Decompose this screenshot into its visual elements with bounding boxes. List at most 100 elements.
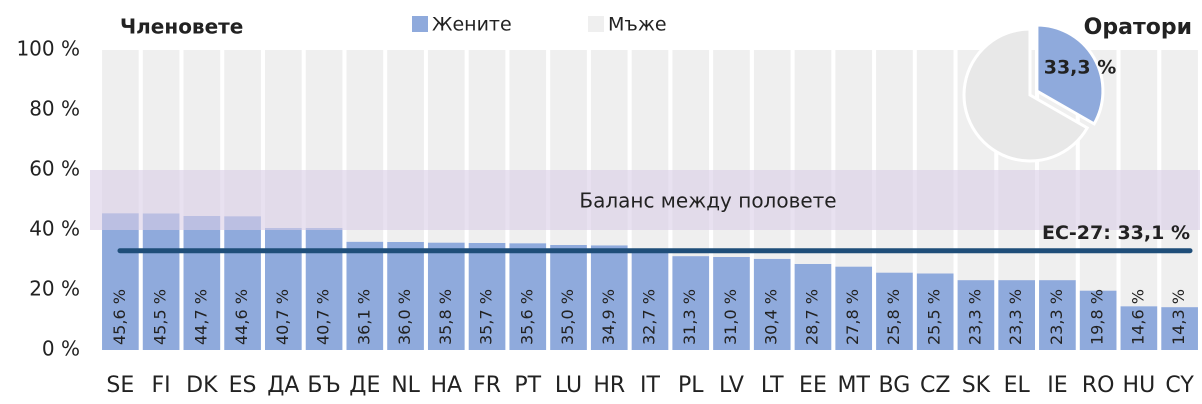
value-label: 19,8 % xyxy=(1088,289,1107,345)
y-tick-label: 20 % xyxy=(29,277,80,301)
bar xyxy=(142,213,180,350)
value-label: 28,7 % xyxy=(802,289,821,345)
bar xyxy=(957,280,995,350)
x-tick-label: PT xyxy=(514,373,541,398)
bar xyxy=(1120,306,1158,350)
value-label: 36,0 % xyxy=(395,289,414,345)
pie-title: Оратори xyxy=(1084,15,1192,40)
x-tick-label: SK xyxy=(962,373,991,398)
value-label: 36,1 % xyxy=(354,289,373,345)
pie-slice xyxy=(962,27,1090,163)
legend-swatch xyxy=(588,16,604,32)
x-tick-label: CY xyxy=(1165,373,1194,398)
value-label: 25,8 % xyxy=(884,289,903,345)
value-label: 23,3 % xyxy=(1006,289,1025,345)
bar xyxy=(876,272,913,350)
value-label: 45,6 % xyxy=(110,289,129,345)
bar xyxy=(387,242,424,350)
value-label: 44,7 % xyxy=(191,289,210,345)
x-tick-label: БЪ xyxy=(307,373,340,398)
y-tick-label: 100 % xyxy=(16,37,80,61)
x-tick-label: IT xyxy=(640,373,660,398)
bar xyxy=(468,242,506,350)
x-tick-label: DK xyxy=(186,373,218,398)
bar xyxy=(916,273,954,350)
x-tick-label: NL xyxy=(391,373,420,398)
bar xyxy=(183,215,221,350)
bar xyxy=(550,245,587,350)
bar xyxy=(102,213,139,350)
value-label: 35,6 % xyxy=(517,289,536,345)
y-tick-label: 60 % xyxy=(29,157,80,181)
value-label: 35,7 % xyxy=(477,289,496,345)
y-tick-label: 0 % xyxy=(42,337,80,361)
pie-value-label: 33,3 % xyxy=(1044,57,1117,79)
value-label: 31,3 % xyxy=(680,289,699,345)
value-label: 30,4 % xyxy=(762,289,781,345)
bar xyxy=(835,50,873,267)
y-tick-label: 80 % xyxy=(29,97,80,121)
chart-title: Членовете xyxy=(120,15,243,39)
bar xyxy=(1079,290,1117,350)
value-label: 40,7 % xyxy=(314,289,333,345)
x-tick-label: LV xyxy=(719,373,744,398)
value-label: 14,3 % xyxy=(1169,289,1188,345)
average-label: ЕС-27: 33,1 % xyxy=(1042,222,1190,244)
x-tick-label: HA xyxy=(430,373,462,398)
value-label: 35,8 % xyxy=(436,289,455,345)
bar xyxy=(794,263,832,350)
x-tick-label: LU xyxy=(555,373,582,398)
x-tick-label: ДА xyxy=(267,373,299,398)
x-tick-label: ДЕ xyxy=(349,373,380,398)
pie-slice xyxy=(1035,23,1105,126)
bar xyxy=(346,241,384,350)
bar xyxy=(794,50,832,264)
value-label: 34,9 % xyxy=(599,289,618,345)
bar xyxy=(835,266,873,350)
x-tick-label: PL xyxy=(678,373,704,398)
bar xyxy=(590,245,628,350)
value-label: 40,7 % xyxy=(273,289,292,345)
value-label: 23,3 % xyxy=(965,289,984,345)
balance-band xyxy=(90,170,1200,230)
legend-label: Мъже xyxy=(608,14,667,36)
x-tick-label: BG xyxy=(879,373,911,398)
bar xyxy=(876,50,913,273)
x-tick-label: EL xyxy=(1004,373,1031,398)
bar xyxy=(998,280,1035,350)
balance-label: Баланс между половете xyxy=(579,189,836,213)
legend-swatch xyxy=(412,16,428,32)
bar xyxy=(916,50,954,274)
bar xyxy=(713,257,750,350)
value-label: 27,8 % xyxy=(843,289,862,345)
value-label: 23,3 % xyxy=(1047,289,1066,345)
bar xyxy=(631,251,669,350)
bar xyxy=(427,242,465,350)
value-label: 35,0 % xyxy=(558,289,577,345)
x-tick-label: RO xyxy=(1082,373,1115,398)
value-label: 25,5 % xyxy=(925,289,944,345)
y-tick-label: 40 % xyxy=(29,217,80,241)
x-tick-label: SE xyxy=(106,373,134,398)
x-tick-label: CZ xyxy=(920,373,950,398)
x-tick-label: FR xyxy=(473,373,501,398)
bar xyxy=(224,216,261,350)
value-label: 32,7 % xyxy=(640,289,659,345)
legend-label: Жените xyxy=(432,14,512,36)
x-tick-label: ES xyxy=(229,373,257,398)
bar xyxy=(509,243,547,350)
value-label: 44,6 % xyxy=(232,289,251,345)
value-label: 45,5 % xyxy=(151,289,170,345)
x-tick-label: IE xyxy=(1047,373,1067,398)
value-label: 31,0 % xyxy=(721,289,740,345)
x-tick-label: HU xyxy=(1123,373,1156,398)
value-label: 14,6 % xyxy=(1128,289,1147,345)
x-tick-label: MT xyxy=(837,373,870,398)
x-tick-label: HR xyxy=(593,373,625,398)
x-tick-label: LT xyxy=(761,373,784,398)
bar xyxy=(672,256,710,350)
bar xyxy=(1039,280,1076,350)
bar xyxy=(1161,307,1198,350)
x-tick-label: FI xyxy=(152,373,171,398)
